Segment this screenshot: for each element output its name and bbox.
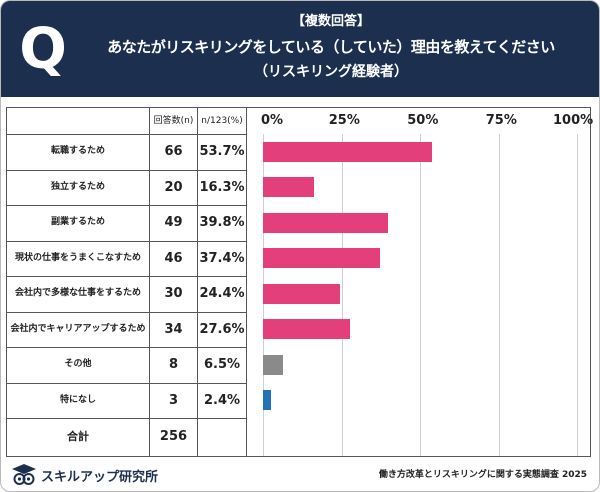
bar (263, 390, 271, 411)
graduation-owl-icon (12, 464, 36, 485)
count-value: 3 (168, 392, 179, 408)
bar (263, 283, 340, 304)
x-gridline (341, 134, 343, 456)
count-value: 46 (164, 250, 183, 266)
category-label: 特になし (59, 394, 96, 405)
percent-value: 39.8% (199, 215, 245, 230)
x-gridline (498, 134, 500, 456)
percent-value: 37.4% (199, 250, 245, 266)
question-title: あなたがリスキリングをしている（していた）理由を教えてください (107, 38, 555, 56)
x-tick-label: 100% (553, 113, 594, 128)
divider-pct (246, 108, 247, 456)
bar (263, 354, 284, 375)
category-label: 副業するため (50, 217, 105, 227)
answer-type-tag: 【複数回答】 (291, 14, 370, 29)
category-label: 現状の仕事をうまくこなすため (14, 252, 141, 263)
brand-logo: スキルアップ研究所 (11, 462, 158, 488)
header-divider (7, 134, 246, 135)
percent-value: 16.3% (199, 179, 245, 195)
percent-value: 24.4% (199, 286, 245, 301)
bar (263, 248, 381, 269)
row-divider (7, 240, 246, 242)
category-label: 会社内で多様な仕事をするため (14, 288, 141, 298)
brand-name: スキルアップ研究所 (41, 469, 159, 485)
divider-label (149, 108, 150, 456)
row-divider (7, 311, 246, 313)
row-divider (7, 169, 246, 171)
count-value: 30 (164, 286, 183, 301)
total-value: 256 (159, 429, 188, 444)
row-divider (7, 276, 246, 277)
results-table: 回答数(n) n/123(%) 0% 25% 50% 75% 100% 転職するため 66 5… (6, 107, 594, 457)
x-gridline (577, 134, 578, 456)
row-divider (7, 205, 246, 206)
x-tick-label: 25% (328, 113, 360, 128)
question-subtitle: （リスキリング経験者） (254, 64, 408, 80)
x-tick-label: 0% (261, 113, 284, 128)
count-value: 20 (164, 179, 183, 195)
row-divider (7, 382, 246, 384)
percent-value: 27.6% (199, 321, 245, 337)
bar (263, 212, 388, 233)
percent-value: 2.4% (203, 392, 241, 408)
count-column-header: 回答数(n) (153, 116, 194, 126)
x-gridline (420, 134, 421, 456)
percent-value: 53.7% (199, 144, 245, 159)
x-tick-label: 75% (485, 113, 517, 128)
bar (263, 319, 350, 340)
q-icon: Q (19, 17, 67, 82)
divider-count (197, 108, 198, 456)
bar (263, 177, 315, 198)
category-label: 転職するため (50, 146, 105, 156)
category-label: 会社内でキャリアアップするため (10, 323, 146, 334)
count-value: 8 (168, 357, 179, 372)
survey-source-note: 働き方改革とリスキリングに関する実態調査 2025 (378, 470, 587, 480)
percent-column-header: n/123(%) (201, 116, 243, 126)
count-value: 66 (164, 144, 183, 159)
category-label: その他 (64, 359, 92, 369)
row-divider (7, 347, 246, 348)
category-label: 独立するため (50, 181, 105, 192)
bar (263, 141, 432, 162)
question-header: Q 【複数回答】 あなたがリスキリングをしている（していた）理由を教えてください… (1, 1, 599, 97)
total-label: 合計 (67, 430, 89, 443)
percent-value: 6.5% (203, 357, 241, 372)
count-value: 34 (164, 321, 183, 337)
x-tick-label: 50% (407, 113, 439, 128)
row-divider (7, 418, 246, 419)
count-value: 49 (164, 215, 183, 230)
